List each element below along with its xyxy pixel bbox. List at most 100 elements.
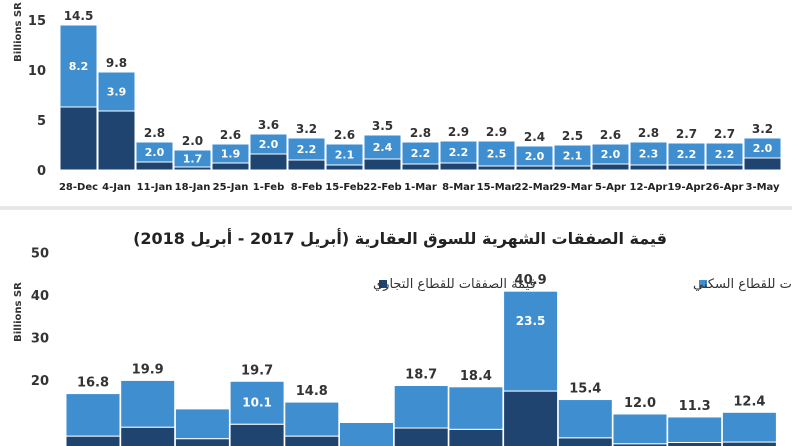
top-bar-commercial <box>59 106 98 171</box>
bottom-bar-commercial <box>284 435 340 446</box>
top-x-tick-label: 18-Jan <box>175 182 211 193</box>
bottom-total-value-label: 19.7 <box>241 363 273 378</box>
top-bar-residential <box>97 71 136 112</box>
top-bar-residential <box>363 134 402 160</box>
top-x-tick-label: 25-Jan <box>213 182 249 193</box>
top-total-value-label: 2.6 <box>334 128 355 142</box>
top-bar-commercial <box>667 164 706 171</box>
top-y-tick-label: 10 <box>28 64 46 79</box>
top-bar-commercial <box>287 159 326 171</box>
bottom-bar-commercial <box>65 435 121 446</box>
top-bar-commercial <box>629 164 668 171</box>
legend-swatch-residential <box>699 280 707 288</box>
top-bar-commercial <box>135 161 174 171</box>
bottom-total-value-label: 40.9 <box>515 273 547 288</box>
top-total-value-label: 2.6 <box>220 128 241 142</box>
top-total-value-label: 9.8 <box>106 56 127 70</box>
top-residential-value-label: 2.5 <box>487 148 507 161</box>
top-residential-value-label: 1.9 <box>221 148 241 161</box>
bottom-bar-commercial <box>120 426 176 446</box>
bottom-chart-title: قيمة الصفقات الشهرية للسوق العقارية (أبر… <box>133 228 667 248</box>
top-residential-value-label: 2.2 <box>449 146 469 159</box>
top-bar-residential <box>287 137 326 161</box>
bottom-bar-residential <box>721 411 777 443</box>
top-bar-residential <box>249 133 288 155</box>
top-bar-commercial <box>477 165 516 171</box>
top-x-tick-label: 1-Feb <box>253 182 284 193</box>
top-residential-value-label: 2.2 <box>677 148 697 161</box>
top-residential-value-label: 2.0 <box>525 150 545 163</box>
top-bar-residential <box>173 149 212 168</box>
bottom-bar-commercial <box>503 390 559 446</box>
chart-divider <box>0 206 792 210</box>
top-residential-value-label: 2.1 <box>563 150 583 163</box>
top-bar-commercial <box>743 157 782 171</box>
top-x-tick-label: 5-Apr <box>595 182 626 193</box>
top-total-value-label: 2.8 <box>410 126 431 140</box>
top-total-value-label: 2.4 <box>524 130 545 144</box>
top-total-value-label: 2.6 <box>600 128 621 142</box>
top-y-tick-label: 15 <box>28 14 46 29</box>
top-total-value-label: 14.5 <box>64 9 94 23</box>
bottom-bar-residential <box>503 290 559 392</box>
bottom-y-tick-label: 30 <box>31 332 49 347</box>
top-bar-commercial <box>401 163 440 171</box>
bottom-y-tick-label: 50 <box>31 247 49 262</box>
top-residential-value-label: 8.2 <box>69 60 89 73</box>
top-total-value-label: 2.9 <box>486 125 507 139</box>
top-total-value-label: 3.2 <box>752 122 773 136</box>
top-x-tick-label: 29-Mar <box>553 182 593 193</box>
top-x-tick-label: 22-Mar <box>515 182 555 193</box>
bottom-total-value-label: 15.4 <box>569 382 601 397</box>
bottom-total-value-label: 12.0 <box>624 396 656 411</box>
bottom-bar-commercial <box>721 441 777 446</box>
top-x-tick-label: 28-Dec <box>59 182 98 193</box>
top-y-tick-label: 5 <box>37 114 46 129</box>
top-bar-commercial <box>553 165 592 171</box>
top-bar-residential <box>515 145 554 167</box>
top-x-tick-label: 8-Feb <box>291 182 322 193</box>
top-bar-commercial <box>249 153 288 171</box>
top-bar-residential <box>477 140 516 167</box>
top-bar-residential <box>591 143 630 165</box>
bottom-bar-residential <box>393 385 449 429</box>
top-x-tick-label: 26-Apr <box>706 182 744 193</box>
bottom-total-value-label: 18.7 <box>405 368 437 383</box>
bottom-bar-residential <box>65 393 121 437</box>
bottom-bar-residential <box>229 380 285 425</box>
top-residential-value-label: 2.0 <box>601 148 621 161</box>
top-total-value-label: 2.5 <box>562 129 583 143</box>
top-bar-residential <box>401 141 440 165</box>
bottom-y-axis-label: Billions SR <box>13 282 24 342</box>
top-x-tick-label: 22-Feb <box>363 182 401 193</box>
bottom-bar-commercial <box>667 441 723 446</box>
bottom-bar-residential <box>448 386 504 430</box>
top-x-tick-label: 3-May <box>745 182 780 193</box>
top-residential-value-label: 3.9 <box>107 86 127 99</box>
top-residential-value-label: 2.4 <box>373 141 393 154</box>
top-bar-residential <box>705 142 744 166</box>
top-bar-commercial <box>325 164 364 171</box>
top-residential-value-label: 2.1 <box>335 149 355 162</box>
top-bar-residential <box>743 137 782 159</box>
top-total-value-label: 2.7 <box>676 127 697 141</box>
top-x-tick-label: 11-Jan <box>137 182 173 193</box>
top-residential-value-label: 2.3 <box>639 148 659 161</box>
top-x-tick-label: 8-Mar <box>442 182 475 193</box>
top-x-tick-label: 19-Apr <box>668 182 706 193</box>
top-bar-residential <box>59 24 98 108</box>
bottom-total-value-label: 11.3 <box>679 399 711 414</box>
top-bar-commercial <box>515 165 554 171</box>
legend-swatch-commercial <box>379 280 387 288</box>
bottom-y-tick-label: 40 <box>31 289 49 304</box>
top-total-value-label: 3.5 <box>372 119 393 133</box>
bottom-bar-residential <box>339 422 394 446</box>
bottom-bar-residential <box>284 401 340 437</box>
top-bar-residential <box>629 141 668 166</box>
top-residential-value-label: 2.0 <box>753 142 773 155</box>
top-bar-commercial <box>439 162 478 171</box>
top-x-tick-label: 15-Feb <box>325 182 363 193</box>
bottom-bar-residential <box>557 399 613 439</box>
bottom-bar-residential <box>120 379 176 428</box>
